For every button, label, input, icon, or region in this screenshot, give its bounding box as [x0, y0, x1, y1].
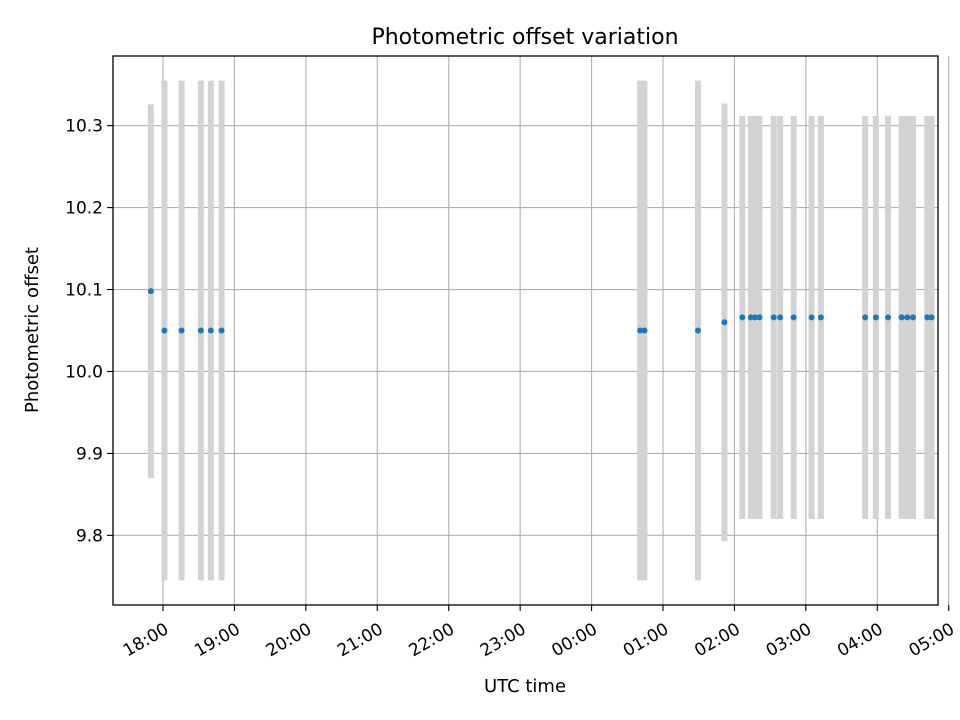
data-point: [862, 314, 869, 321]
x-axis-label: UTC time: [484, 676, 566, 697]
y-tick-label: 9.8: [76, 526, 103, 546]
data-point: [721, 319, 728, 326]
data-point: [641, 327, 648, 334]
data-point: [161, 327, 168, 334]
y-tick-label: 10.1: [65, 281, 103, 301]
data-point: [904, 314, 911, 321]
data-point: [739, 314, 746, 321]
data-points: [147, 288, 935, 334]
y-tick-label: 10.3: [65, 117, 103, 137]
data-point: [928, 314, 935, 321]
data-point: [695, 327, 701, 334]
y-axis-ticks: 9.8 9.9 10.0 10.1 10.2 10.3: [65, 117, 113, 546]
y-tick-label: 10.2: [65, 199, 103, 219]
data-point: [872, 314, 879, 321]
plot-frame: [112, 55, 939, 606]
chart-title: Photometric offset variation: [371, 25, 678, 50]
data-point: [817, 314, 824, 321]
data-point: [218, 327, 225, 334]
data-point: [147, 288, 154, 295]
data-point: [808, 314, 815, 321]
data-point: [770, 314, 777, 321]
data-point: [898, 314, 905, 321]
y-tick-label: 10.0: [65, 362, 103, 382]
data-point: [752, 314, 759, 321]
y-tick-label: 9.9: [76, 444, 103, 464]
data-point: [207, 327, 214, 334]
y-axis-label: Photometric offset: [22, 247, 43, 413]
data-point: [924, 314, 931, 321]
data-point: [756, 314, 763, 321]
data-point: [178, 327, 185, 334]
data-point: [790, 314, 797, 321]
data-point: [637, 327, 644, 334]
data-point: [777, 314, 784, 321]
data-point: [885, 314, 891, 321]
data-point: [910, 314, 916, 321]
data-point: [747, 314, 754, 321]
data-point: [197, 327, 204, 334]
